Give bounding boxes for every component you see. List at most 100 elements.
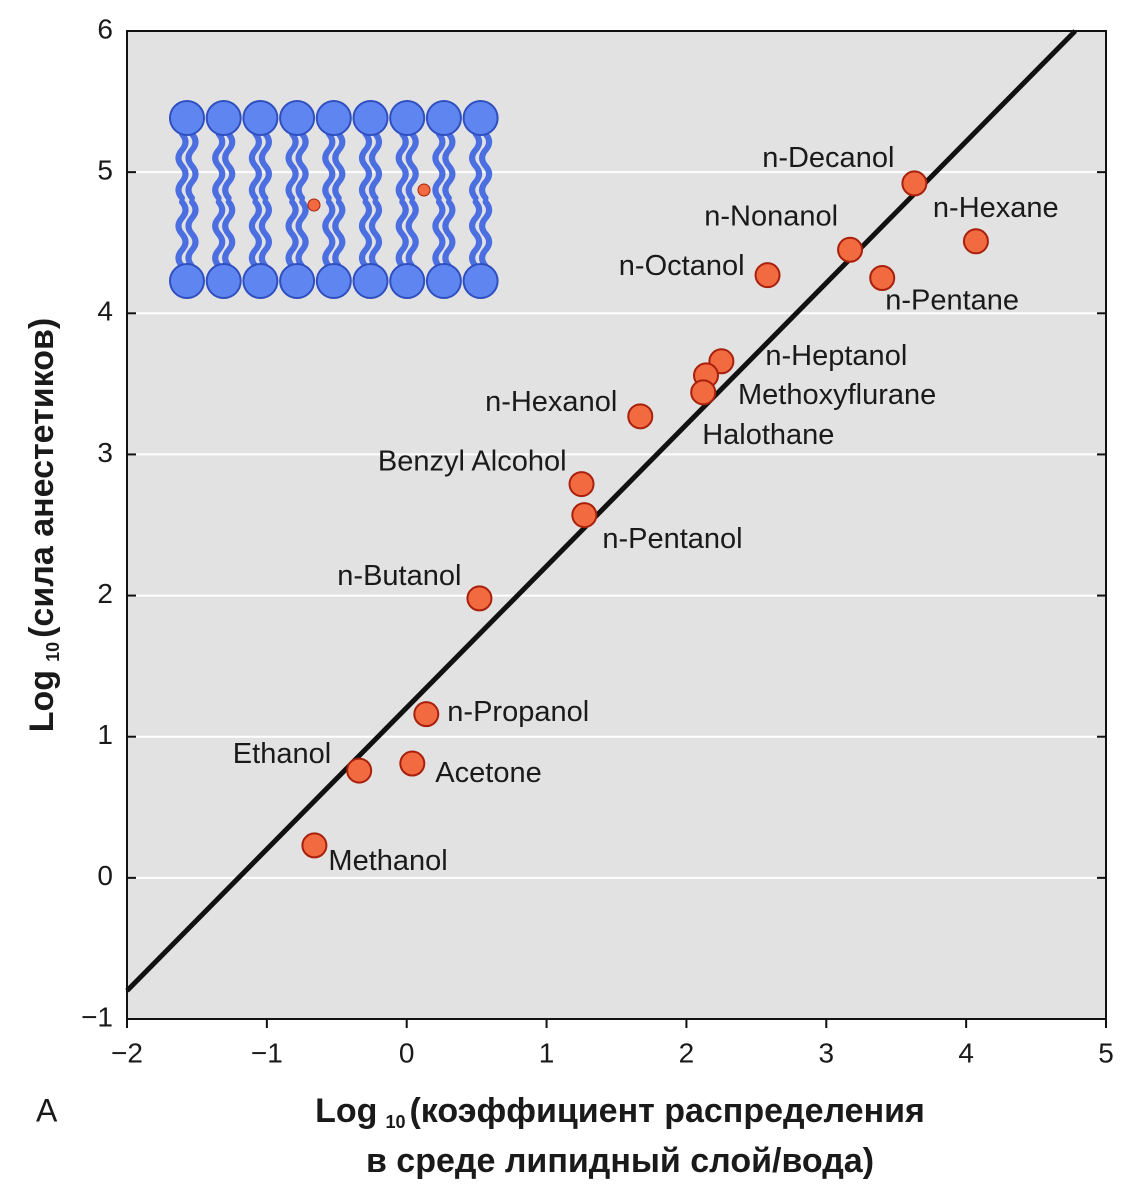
lipid-head: [169, 100, 205, 136]
lipid-tail: [322, 131, 336, 201]
lipid-tail: [212, 199, 226, 269]
lipid-tail: [222, 131, 236, 201]
y-label-main: Log: [23, 670, 61, 732]
point-label: n-Butanol: [337, 560, 461, 592]
lipid-head: [462, 263, 499, 299]
data-point: [399, 750, 426, 777]
lipid-tail: [405, 131, 419, 201]
point-label: Methoxyflurane: [738, 379, 936, 411]
y-tick-label: 4: [97, 296, 113, 327]
x-tick-label: −2: [111, 1037, 143, 1068]
panel-label: A: [36, 1092, 58, 1128]
lipid-tail: [248, 131, 262, 201]
lipid-tail: [442, 131, 456, 201]
lipid-head: [242, 263, 279, 299]
membrane-illustration: [169, 100, 499, 299]
data-point: [568, 471, 595, 498]
point-label: Ethanol: [233, 738, 331, 770]
point-label: n-Hexane: [933, 192, 1059, 224]
x-tick-label: 5: [1098, 1037, 1114, 1068]
lipid-tail: [258, 131, 272, 201]
point-label: Benzyl Alcohol: [378, 446, 567, 478]
lipid-tail: [185, 199, 199, 269]
lipid-tail: [359, 199, 372, 269]
y-tick-label: 5: [97, 155, 113, 186]
point-label: n-Pentane: [885, 285, 1019, 317]
x-tick-label: 0: [399, 1037, 415, 1068]
data-point: [571, 502, 598, 529]
x-axis-label: Log 10 (коэффициент распределения: [315, 1092, 925, 1132]
point-label: n-Decanol: [762, 142, 894, 174]
lipid-head: [389, 263, 426, 299]
lipid-head: [315, 100, 352, 136]
data-point: [627, 403, 654, 430]
lipid-head: [242, 100, 279, 136]
data-point: [754, 262, 781, 289]
data-point: [466, 585, 493, 612]
lipid-tail: [359, 131, 372, 201]
data-point: [869, 265, 896, 291]
point-label: Methanol: [328, 845, 447, 877]
lipid-tail: [258, 199, 272, 269]
lipid-head: [205, 100, 242, 136]
lipid-tail: [479, 131, 493, 201]
data-point: [962, 228, 989, 255]
lipid-tail: [442, 199, 456, 269]
point-label: n-Nonanol: [704, 200, 838, 232]
x-tick-label: 4: [958, 1037, 974, 1068]
data-point: [346, 757, 373, 784]
lipid-tail: [285, 199, 299, 269]
x-label-rest: (коэффициент распределения: [409, 1092, 924, 1130]
lipid-tail: [322, 199, 336, 269]
point-label: Acetone: [435, 757, 541, 789]
y-tick-label: −1: [81, 1001, 113, 1032]
y-tick-label: 1: [97, 719, 113, 750]
lipid-head: [205, 263, 242, 299]
x-tick-label: 1: [539, 1037, 555, 1068]
lipid-tail: [469, 131, 483, 201]
point-label: n-Hexanol: [485, 386, 617, 418]
lipid-head: [352, 263, 389, 299]
point-label: n-Heptanol: [765, 340, 907, 372]
lipid-head: [315, 263, 352, 299]
lipid-head: [279, 263, 316, 299]
plot-frame: [126, 30, 1107, 1020]
lipid-tail: [175, 199, 189, 269]
point-label: n-Octanol: [619, 250, 745, 282]
y-axis-label: Log 10 (сила анестетиков): [23, 318, 63, 732]
lipid-head: [425, 263, 462, 299]
lipid-tail: [395, 131, 409, 201]
point-label: n-Propanol: [447, 696, 589, 728]
lipid-tail: [295, 199, 309, 269]
anesthetic-molecule: [417, 183, 431, 197]
data-point: [301, 832, 328, 859]
lipid-tail: [222, 199, 236, 269]
data-point: [690, 379, 717, 406]
x-axis-label-line2: в среде липидный слой/вода): [366, 1142, 874, 1180]
lipid-tail: [369, 131, 382, 201]
data-point: [901, 170, 928, 197]
lipid-head: [169, 263, 205, 299]
y-tick-label: 2: [97, 578, 113, 609]
lipid-head: [352, 100, 389, 136]
y-tick-label: 3: [97, 437, 113, 468]
lipid-tail: [175, 131, 189, 201]
lipid-head: [425, 100, 462, 136]
lipid-tail: [469, 199, 483, 269]
lipid-tail: [285, 131, 299, 201]
lipid-tail: [432, 199, 446, 269]
y-label-sub: 10: [43, 642, 63, 662]
anesthetic-molecule: [307, 198, 321, 212]
point-label: Halothane: [702, 419, 834, 451]
lipid-tail: [185, 131, 199, 201]
lipid-tail: [332, 199, 346, 269]
lipid-tail: [479, 199, 493, 269]
marks: n-Decanol n-Hexane n-Nonanol n-Pentane n-Oct…: [125, 29, 1078, 993]
y-tick-label: 6: [97, 13, 113, 44]
point-label: n-Pentanol: [602, 523, 742, 555]
lipid-tail: [332, 131, 346, 201]
lipid-tail: [248, 199, 262, 269]
y-label-rest: (сила анестетиков): [23, 318, 61, 638]
x-label-sub: 10: [385, 1112, 405, 1132]
lipid-head: [389, 100, 426, 136]
